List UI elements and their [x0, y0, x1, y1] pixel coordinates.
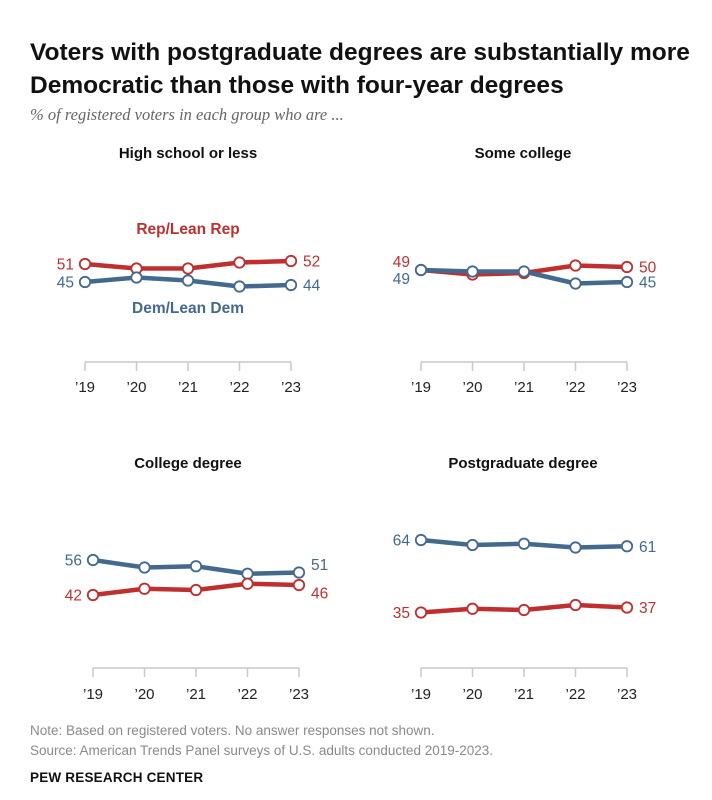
rep-series-label: Rep/Lean Rep	[136, 221, 239, 238]
x-tick-label: ’23	[617, 379, 637, 396]
rep-first-value-label: 35	[393, 605, 410, 622]
note-text: Note: Based on registered voters. No ans…	[30, 723, 435, 738]
rep-first-value-label: 51	[57, 257, 74, 274]
dem-data-point	[189, 560, 203, 573]
x-tick-label: ’22	[229, 379, 249, 396]
dem-data-point	[86, 553, 100, 567]
x-tick-label: ’21	[514, 686, 534, 703]
dem-data-point	[292, 566, 306, 579]
rep-data-point	[284, 254, 298, 268]
rep-data-point	[466, 602, 479, 615]
rep-first-value-label: 42	[65, 588, 82, 605]
x-tick-label: ’23	[281, 379, 301, 396]
rep-data-point	[181, 262, 195, 275]
rep-data-point	[414, 606, 428, 619]
x-tick-label: ’20	[462, 686, 482, 703]
dem-data-point	[138, 561, 151, 574]
x-tick-label: ’22	[237, 686, 257, 703]
dem-data-point	[517, 265, 531, 278]
dem-first-value-label: 56	[65, 553, 82, 570]
dem-data-point	[241, 567, 254, 580]
rep-data-point	[517, 603, 531, 617]
panel-high-school-or-less: High school or less ’19 ’20 ’21 ’22 ’23 51 52 45…	[57, 145, 321, 396]
x-tick-label: ’20	[126, 379, 146, 396]
dem-data-point	[284, 278, 298, 292]
pew-logo: PEW RESEARCH CENTER	[30, 770, 204, 785]
panel-college-degree: College degree ’19 ’20 ’21 ’22 ’23 56 51 42 46	[65, 455, 329, 703]
panel-title: College degree	[134, 455, 242, 472]
x-tick-label: ’19	[411, 686, 431, 703]
x-tick-label: ’19	[411, 379, 431, 396]
x-tick-label: ’22	[565, 379, 585, 396]
rep-data-point	[620, 260, 634, 274]
chart-note: Note: Based on registered voters. No ans…	[30, 721, 493, 761]
panel-some-college: Some college ’19 ’20 ’21 ’22 ’23 49 50 49 45	[393, 145, 657, 396]
rep-last-value-label: 50	[639, 260, 657, 277]
dem-last-value-label: 61	[639, 539, 656, 556]
source-text: Source: American Trends Panel surveys of…	[30, 743, 494, 758]
panel-postgraduate-degree: Postgraduate degree ’19 ’20 ’21 ’22 ’23 64 61 35…	[393, 455, 657, 703]
dem-data-point	[620, 540, 634, 553]
dem-data-point	[466, 265, 479, 278]
rep-data-point	[78, 257, 92, 271]
dem-data-point	[517, 537, 531, 550]
x-tick-label: ’20	[462, 379, 482, 396]
dem-data-point	[620, 275, 634, 289]
rep-last-value-label: 46	[311, 586, 328, 603]
rep-data-point	[241, 577, 254, 590]
rep-first-value-label: 49	[393, 254, 410, 271]
dem-data-point	[181, 274, 195, 287]
dem-last-value-label: 44	[303, 278, 321, 295]
x-tick-label: ’20	[134, 686, 154, 703]
dem-data-point	[414, 533, 428, 547]
rep-data-point	[86, 588, 100, 602]
dem-data-point	[569, 277, 582, 290]
panel-title: Some college	[475, 145, 572, 162]
x-tick-label: ’21	[186, 686, 206, 703]
dem-last-value-label: 51	[311, 557, 328, 574]
chart-subtitle: % of registered voters in each group who…	[30, 105, 344, 124]
rep-data-point	[292, 578, 306, 592]
x-tick-label: ’21	[514, 379, 534, 396]
x-tick-label: ’23	[289, 686, 309, 703]
panel-title: High school or less	[119, 145, 257, 162]
dem-data-point	[130, 271, 143, 284]
dem-first-value-label: 49	[393, 271, 410, 288]
rep-data-point	[620, 601, 634, 614]
dem-data-point	[233, 280, 246, 293]
x-tick-label: ’22	[565, 686, 585, 703]
x-tick-label: ’19	[75, 379, 95, 396]
dem-data-point	[78, 275, 92, 289]
rep-data-point	[189, 583, 203, 597]
dem-data-point	[466, 538, 479, 552]
rep-data-point	[569, 259, 582, 272]
dem-first-value-label: 64	[393, 533, 411, 550]
dem-data-point	[414, 263, 428, 277]
dem-data-point	[569, 541, 582, 554]
rep-last-value-label: 37	[639, 600, 656, 617]
rep-data-point	[138, 582, 151, 595]
x-tick-label: ’23	[617, 686, 637, 703]
dem-last-value-label: 45	[639, 275, 656, 292]
rep-data-point	[569, 598, 582, 612]
rep-last-value-label: 52	[303, 254, 320, 271]
x-tick-label: ’19	[83, 686, 103, 703]
x-tick-label: ’21	[178, 379, 198, 396]
panel-title: Postgraduate degree	[448, 455, 597, 472]
dem-first-value-label: 45	[57, 275, 74, 292]
rep-data-point	[233, 256, 246, 269]
dem-series-label: Dem/Lean Dem	[132, 300, 244, 317]
chart-title: Voters with postgraduate degrees are sub…	[30, 39, 690, 99]
